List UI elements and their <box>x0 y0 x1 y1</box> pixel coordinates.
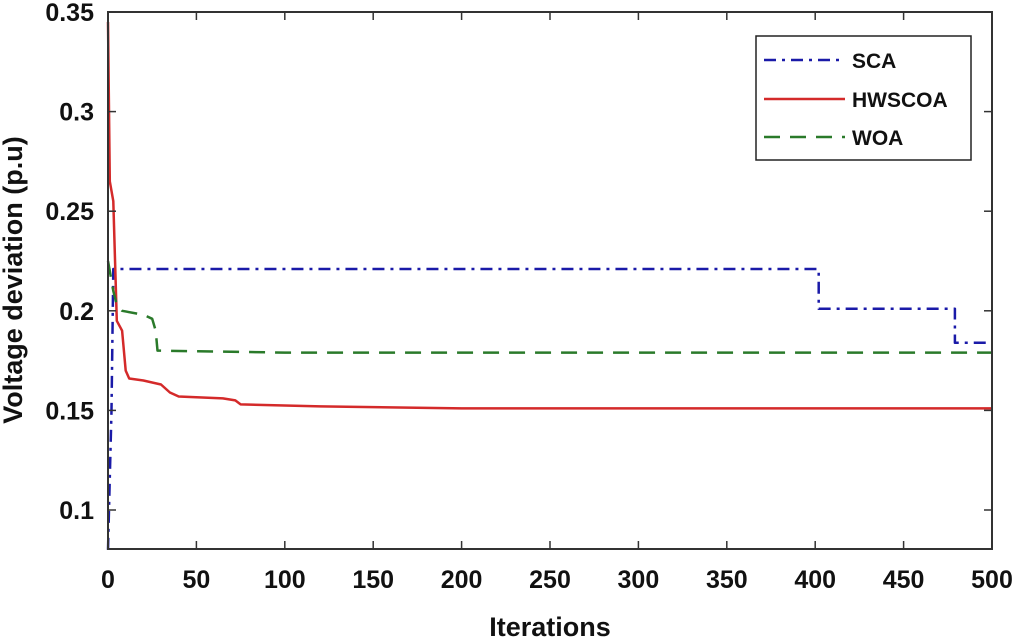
x-tick-label: 300 <box>618 566 660 594</box>
legend-item-woa: WOA <box>764 127 903 150</box>
x-axis-ticks: 0 50 100 150 200 250 300 350 400 450 500 <box>101 12 1013 594</box>
legend-item-hwscoa: HWSCOA <box>764 89 948 112</box>
y-tick-label: 0.2 <box>59 298 94 326</box>
x-tick-label: 500 <box>971 566 1013 594</box>
x-tick-label: 250 <box>529 566 571 594</box>
x-tick-label: 200 <box>441 566 483 594</box>
series-layer <box>106 21 992 550</box>
x-tick-label: 0 <box>101 566 115 594</box>
x-tick-label: 400 <box>794 566 836 594</box>
legend-label-hwscoa: HWSCOA <box>852 89 948 112</box>
y-tick-label: 0.1 <box>59 497 94 525</box>
x-axis-title: Iterations <box>489 612 611 642</box>
series-line-sca <box>106 267 992 550</box>
legend-item-sca: SCA <box>764 50 896 73</box>
y-tick-label: 0.25 <box>45 198 94 226</box>
y-axis-ticks: 0.1 0.15 0.2 0.25 0.3 0.35 <box>45 0 992 525</box>
y-tick-label: 0.35 <box>45 0 94 27</box>
x-tick-label: 450 <box>883 566 925 594</box>
y-tick-label: 0.15 <box>45 397 94 425</box>
y-tick-label: 0.3 <box>59 99 94 127</box>
x-tick-label: 100 <box>264 566 306 594</box>
x-tick-label: 50 <box>182 566 210 594</box>
legend: SCA HWSCOA WOA <box>755 35 972 161</box>
legend-label-sca: SCA <box>852 50 896 73</box>
legend-label-woa: WOA <box>852 127 903 150</box>
series-line-woa <box>106 260 992 354</box>
x-tick-label: 350 <box>706 566 748 594</box>
y-axis-title: Voltage deviation (p.u) <box>0 136 28 424</box>
x-tick-label: 150 <box>352 566 394 594</box>
